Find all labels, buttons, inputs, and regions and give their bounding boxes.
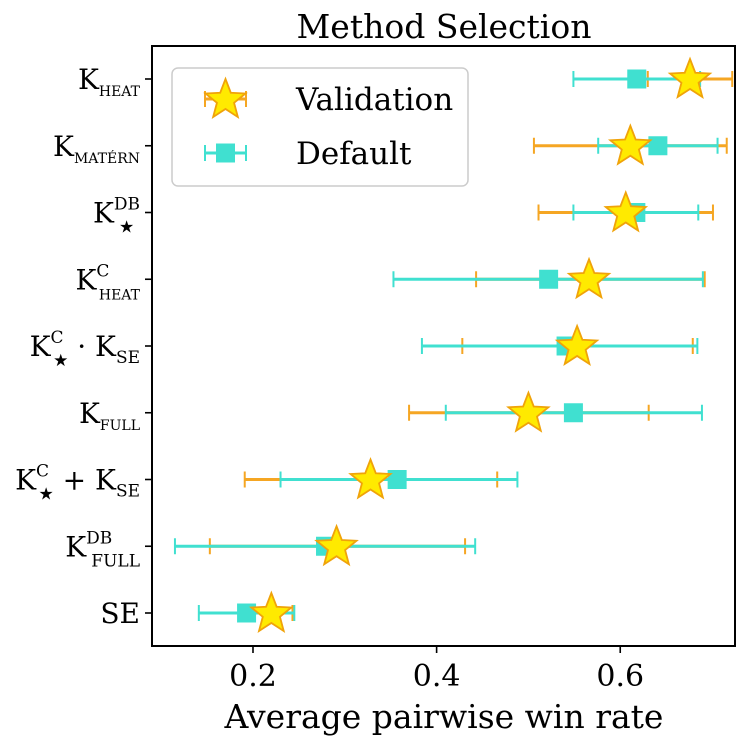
y-tick-label-3: KC HEAT <box>75 261 140 303</box>
y-tick-label-5: KFULL <box>79 397 140 434</box>
y-tick-label-1: KMATÉRN <box>53 130 140 167</box>
y-tick-label-2: KDB ★ <box>93 195 140 238</box>
x-axis-label: Average pairwise win rate <box>224 697 664 736</box>
y-axis: KHEAT KMATÉRN KDB ★ KC HEAT KC ★ · KSE KFULL KC ★ … <box>15 63 152 630</box>
default-point-3 <box>539 269 559 289</box>
y-tick-label-0: KHEAT <box>78 63 141 100</box>
default-point-5 <box>563 403 583 423</box>
chart-title: Method Selection <box>297 7 592 46</box>
validation-point-1 <box>607 123 653 166</box>
legend: Validation Default <box>171 67 469 187</box>
y-tick-label-4: KC ★ · KSE <box>30 328 140 371</box>
validation-point-0 <box>667 56 713 100</box>
validation-point-5 <box>506 390 551 433</box>
validation-point-2 <box>603 189 649 233</box>
validation-point-3 <box>566 256 612 300</box>
default-point-6 <box>387 470 407 489</box>
legend-star-icon <box>203 76 248 120</box>
x-tick-label-2: 0.6 <box>596 659 644 694</box>
validation-point-6 <box>348 456 393 500</box>
validation-point-8 <box>249 590 294 634</box>
default-point-1 <box>648 136 668 156</box>
x-tick-label-0: 0.2 <box>229 659 277 694</box>
y-tick-label-6: KC ★ + KSE <box>15 462 140 505</box>
y-tick-label-8: SE <box>100 597 140 630</box>
legend-square-icon <box>216 143 235 163</box>
default-point-8 <box>237 603 257 623</box>
plot-area <box>173 56 734 634</box>
validation-point-7 <box>314 523 359 567</box>
validation-point-4 <box>554 323 600 367</box>
legend-validation-label: Validation <box>295 82 453 118</box>
y-tick-label-7: KDB FULL <box>65 528 140 571</box>
x-axis: 0.2 0.4 0.6 <box>229 646 644 694</box>
x-tick-label-1: 0.4 <box>413 659 461 694</box>
default-point-0 <box>627 69 647 89</box>
legend-default-label: Default <box>296 136 412 172</box>
